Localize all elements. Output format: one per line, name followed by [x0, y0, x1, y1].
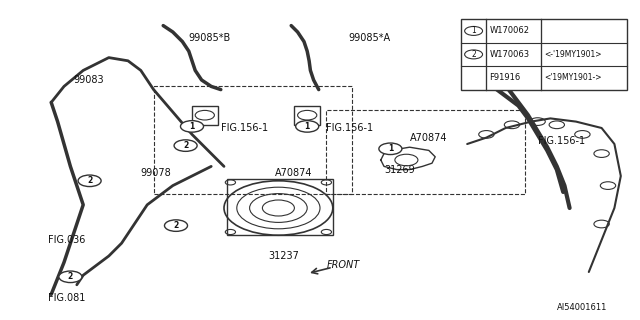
Text: 1: 1 [388, 144, 393, 153]
Text: W170063: W170063 [490, 50, 530, 59]
Text: W170062: W170062 [490, 27, 530, 36]
Text: A70874: A70874 [275, 168, 313, 178]
Circle shape [59, 271, 82, 283]
Bar [294, 106, 320, 125]
Text: FIG.156-1: FIG.156-1 [326, 123, 374, 133]
Circle shape [164, 220, 188, 231]
Text: 31269: 31269 [384, 164, 415, 175]
Circle shape [296, 121, 319, 132]
Text: <-'19MY1901>: <-'19MY1901> [544, 50, 602, 59]
Text: FRONT: FRONT [326, 260, 360, 270]
Text: FIG.081: FIG.081 [48, 292, 85, 303]
Bar [461, 19, 627, 90]
Circle shape [180, 121, 204, 132]
Text: FIG.156-1: FIG.156-1 [221, 123, 268, 133]
Text: 31237: 31237 [269, 251, 300, 261]
Text: 99083: 99083 [74, 75, 104, 85]
Circle shape [78, 175, 101, 187]
Text: 99078: 99078 [141, 168, 172, 178]
Bar [227, 179, 333, 235]
Polygon shape [381, 147, 435, 170]
Bar [154, 86, 352, 194]
Bar [192, 106, 218, 125]
Text: 2: 2 [68, 272, 73, 281]
Bar [326, 110, 525, 194]
Text: 2: 2 [471, 50, 476, 59]
Circle shape [174, 140, 197, 151]
Text: FIG.036: FIG.036 [48, 235, 85, 245]
Text: 1: 1 [189, 122, 195, 131]
Text: 1: 1 [305, 122, 310, 131]
Text: 1: 1 [471, 27, 476, 36]
Text: <'19MY1901->: <'19MY1901-> [544, 73, 602, 82]
Text: 2: 2 [87, 176, 92, 185]
Text: F91916: F91916 [490, 73, 521, 82]
Text: 2: 2 [183, 141, 188, 150]
Text: 2: 2 [173, 221, 179, 230]
Text: 99085*A: 99085*A [349, 33, 391, 44]
Text: A70874: A70874 [410, 132, 447, 143]
Text: FIG.156-1: FIG.156-1 [538, 136, 585, 146]
Circle shape [379, 143, 402, 155]
Text: AI54001611: AI54001611 [557, 303, 607, 312]
Text: 99085*B: 99085*B [189, 33, 231, 44]
